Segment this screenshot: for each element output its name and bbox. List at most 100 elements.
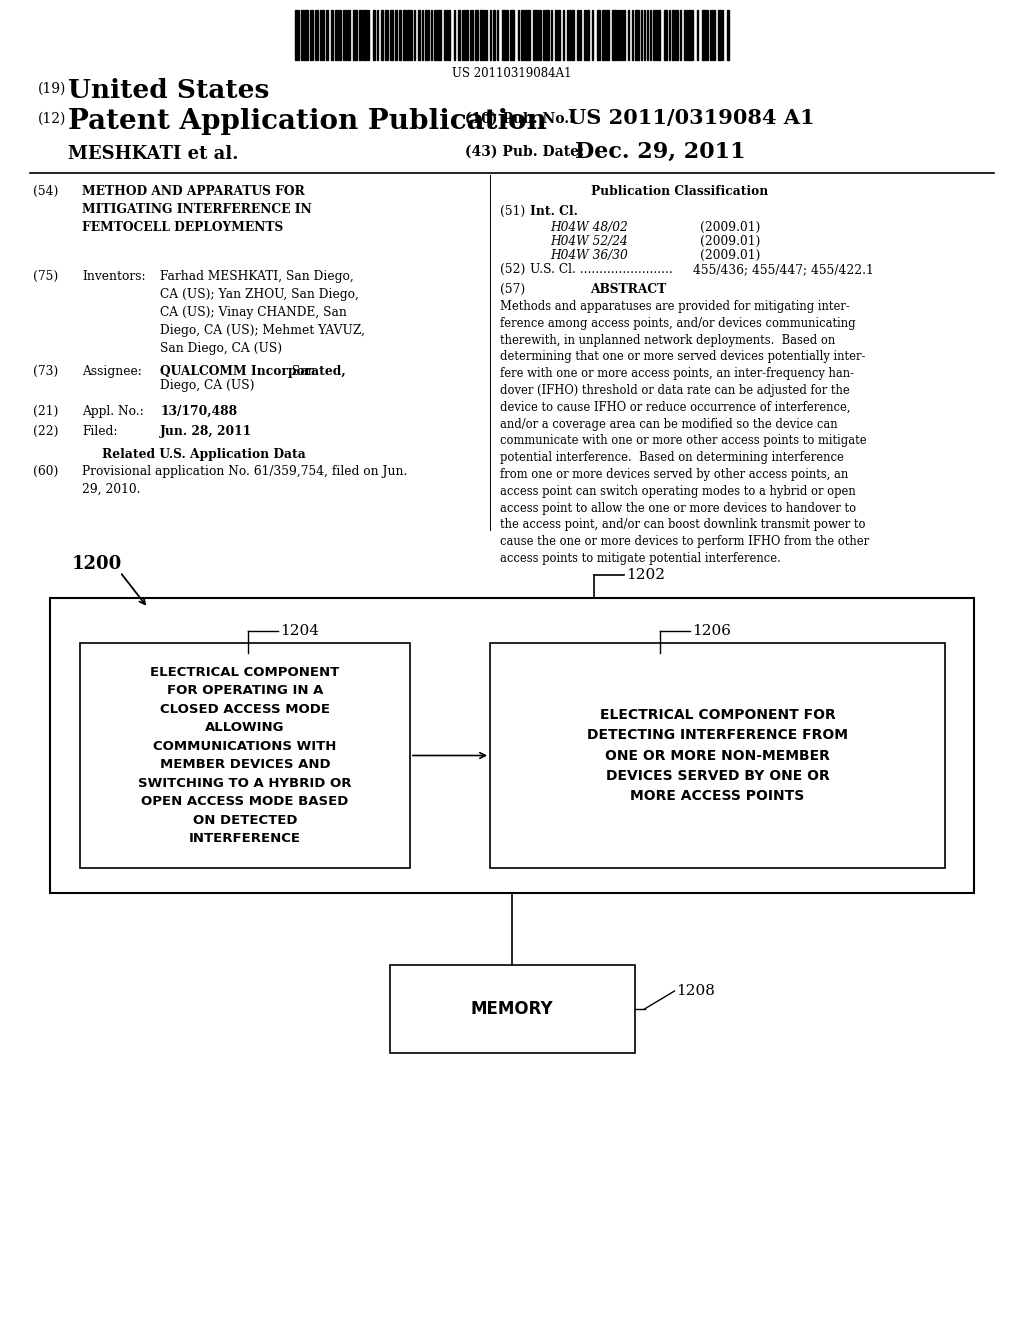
Bar xyxy=(545,11,549,59)
Text: 1202: 1202 xyxy=(626,568,665,582)
Text: Appl. No.:: Appl. No.: xyxy=(82,405,143,418)
Text: Int. Cl.: Int. Cl. xyxy=(530,205,578,218)
Bar xyxy=(727,11,729,59)
Bar xyxy=(425,11,427,59)
Bar xyxy=(493,11,495,59)
Bar xyxy=(572,11,574,59)
Bar xyxy=(521,11,524,59)
Bar xyxy=(381,11,383,59)
Bar xyxy=(688,11,691,59)
Text: (12): (12) xyxy=(38,112,67,125)
Text: 455/436; 455/447; 455/422.1: 455/436; 455/447; 455/422.1 xyxy=(693,263,873,276)
Bar xyxy=(50,598,974,894)
Text: (2009.01): (2009.01) xyxy=(700,235,761,248)
Text: ELECTRICAL COMPONENT
FOR OPERATING IN A
CLOSED ACCESS MODE
ALLOWING
COMMUNICATIO: ELECTRICAL COMPONENT FOR OPERATING IN A … xyxy=(138,665,352,845)
Text: (43) Pub. Date:: (43) Pub. Date: xyxy=(465,145,584,158)
Bar xyxy=(584,11,586,59)
Text: 1208: 1208 xyxy=(677,983,716,998)
Bar xyxy=(577,11,579,59)
Text: Dec. 29, 2011: Dec. 29, 2011 xyxy=(575,141,745,162)
Bar xyxy=(587,11,589,59)
Text: 1206: 1206 xyxy=(692,624,731,638)
Bar xyxy=(658,11,660,59)
Bar xyxy=(602,11,605,59)
Text: H04W 36/30: H04W 36/30 xyxy=(550,249,628,261)
Bar xyxy=(664,11,667,59)
Bar xyxy=(534,11,537,59)
Bar xyxy=(322,11,324,59)
Bar xyxy=(510,11,514,59)
Bar xyxy=(301,11,303,59)
Text: Related U.S. Application Data: Related U.S. Application Data xyxy=(102,447,306,461)
Text: (22): (22) xyxy=(33,425,58,438)
Text: Inventors:: Inventors: xyxy=(82,271,145,282)
Text: Methods and apparatuses are provided for mitigating inter-
ference among access : Methods and apparatuses are provided for… xyxy=(500,300,869,565)
Text: Filed:: Filed: xyxy=(82,425,118,438)
Text: H04W 52/24: H04W 52/24 xyxy=(550,235,628,248)
Bar xyxy=(407,11,410,59)
Text: (2009.01): (2009.01) xyxy=(700,249,761,261)
Text: MESHKATI et al.: MESHKATI et al. xyxy=(68,145,239,162)
Bar xyxy=(449,11,450,59)
Bar xyxy=(702,11,706,59)
Text: Farhad MESHKATI, San Diego,
CA (US); Yan ZHOU, San Diego,
CA (US); Vinay CHANDE,: Farhad MESHKATI, San Diego, CA (US); Yan… xyxy=(160,271,365,355)
Text: Diego, CA (US): Diego, CA (US) xyxy=(160,379,255,392)
Bar xyxy=(502,11,506,59)
Text: (21): (21) xyxy=(33,405,58,418)
Text: Patent Application Publication: Patent Application Publication xyxy=(68,108,547,135)
Text: 13/170,488: 13/170,488 xyxy=(160,405,238,418)
Bar xyxy=(364,11,367,59)
Bar xyxy=(434,11,436,59)
Bar xyxy=(555,11,557,59)
Bar xyxy=(621,11,623,59)
Text: QUALCOMM Incorporated,: QUALCOMM Incorporated, xyxy=(160,366,346,378)
Text: Publication Classification: Publication Classification xyxy=(592,185,769,198)
Text: (2009.01): (2009.01) xyxy=(700,220,761,234)
Bar xyxy=(558,11,560,59)
Bar xyxy=(390,11,393,59)
Text: (19): (19) xyxy=(38,82,67,96)
Bar xyxy=(655,11,657,59)
Bar xyxy=(399,11,401,59)
Bar xyxy=(418,11,420,59)
Bar xyxy=(569,11,571,59)
Bar xyxy=(525,11,527,59)
Text: METHOD AND APPARATUS FOR
MITIGATING INTERFERENCE IN
FEMTOCELL DEPLOYMENTS: METHOD AND APPARATUS FOR MITIGATING INTE… xyxy=(82,185,311,234)
Bar xyxy=(466,11,468,59)
Bar xyxy=(353,11,357,59)
Bar xyxy=(395,11,397,59)
Bar xyxy=(612,11,616,59)
Bar xyxy=(597,11,600,59)
Bar xyxy=(80,643,410,869)
Bar xyxy=(718,11,721,59)
Text: 1200: 1200 xyxy=(72,554,122,573)
Text: ELECTRICAL COMPONENT FOR
DETECTING INTERFERENCE FROM
ONE OR MORE NON-MEMBER
DEVI: ELECTRICAL COMPONENT FOR DETECTING INTER… xyxy=(587,709,848,803)
Text: (73): (73) xyxy=(33,366,58,378)
Text: (51): (51) xyxy=(500,205,525,218)
Bar xyxy=(326,11,328,59)
Text: US 2011/0319084 A1: US 2011/0319084 A1 xyxy=(568,108,815,128)
Bar xyxy=(490,643,945,869)
Text: (52): (52) xyxy=(500,263,525,276)
Bar xyxy=(437,11,441,59)
Text: (60): (60) xyxy=(33,465,58,478)
Bar xyxy=(304,11,308,59)
Text: Jun. 28, 2011: Jun. 28, 2011 xyxy=(160,425,252,438)
Text: San: San xyxy=(288,366,315,378)
Text: United States: United States xyxy=(68,78,269,103)
Bar xyxy=(528,11,530,59)
Text: (75): (75) xyxy=(33,271,58,282)
Text: (57): (57) xyxy=(500,282,525,296)
Bar xyxy=(295,11,297,59)
Text: (54): (54) xyxy=(33,185,58,198)
Bar xyxy=(635,11,639,59)
Text: MEMORY: MEMORY xyxy=(471,1001,553,1018)
Bar xyxy=(389,965,635,1053)
Bar xyxy=(675,11,678,59)
Bar xyxy=(606,11,609,59)
Bar xyxy=(373,11,375,59)
Bar xyxy=(403,11,406,59)
Text: Assignee:: Assignee: xyxy=(82,366,142,378)
Text: (10) Pub. No.:: (10) Pub. No.: xyxy=(465,112,574,125)
Text: ABSTRACT: ABSTRACT xyxy=(590,282,667,296)
